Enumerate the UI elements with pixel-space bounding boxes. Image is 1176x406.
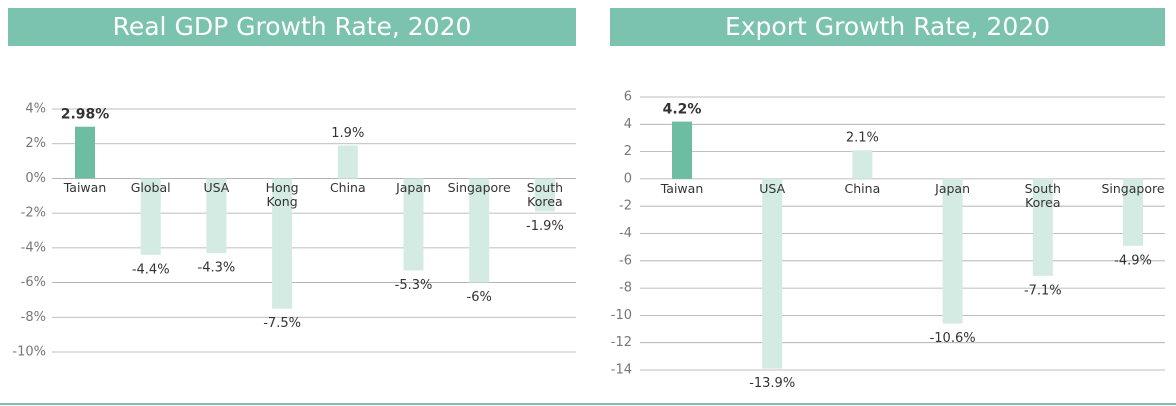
y-tick-label: -10 (611, 308, 632, 323)
bar (672, 121, 692, 179)
title-banner (8, 8, 576, 46)
x-tick-label: USA (759, 180, 786, 196)
value-label: -4.4% (132, 262, 170, 277)
x-tick-label: Japan (396, 180, 431, 196)
x-tick-label: South Korea (526, 180, 564, 210)
y-tick-label: 4% (25, 102, 46, 117)
x-tick-label: Japan (935, 180, 971, 196)
value-label: 2.98% (61, 107, 110, 123)
value-label: -1.9% (526, 219, 564, 234)
bar (534, 178, 555, 212)
y-tick-label: 0 (624, 171, 632, 186)
y-tick-label: -4% (21, 240, 46, 255)
y-tick-label: -8% (21, 310, 46, 325)
bar (469, 178, 490, 283)
y-tick-label: -8 (619, 281, 632, 296)
value-label: 1.9% (331, 126, 364, 141)
value-label: -7.5% (263, 316, 301, 331)
y-tick-label: 4 (624, 117, 632, 132)
value-label: -13.9% (749, 376, 795, 391)
y-tick-label: 0% (25, 171, 46, 186)
bar (403, 178, 424, 271)
bar (75, 126, 95, 179)
y-tick-label: 2% (25, 136, 46, 151)
y-tick-label: -6% (21, 275, 46, 290)
x-tick-label: China (844, 180, 881, 196)
value-label: -4.9% (1114, 253, 1152, 268)
y-tick-label: -14 (611, 363, 632, 378)
bar (1032, 178, 1053, 276)
y-tick-label: -10% (12, 345, 46, 360)
chart-title: Real GDP Growth Rate, 2020 (113, 12, 472, 41)
x-tick-label: Singapore (447, 180, 511, 196)
y-tick-label: -4 (619, 226, 632, 241)
value-label: -6% (467, 290, 492, 305)
y-tick-label: 6 (624, 90, 632, 105)
value-label: -4.3% (198, 261, 236, 276)
x-tick-label: South Korea (1024, 180, 1061, 210)
y-tick-label: -12 (611, 335, 632, 350)
bar (762, 178, 783, 369)
x-tick-label: China (329, 180, 366, 196)
x-tick-label: Hong Kong (265, 180, 299, 210)
value-label: -10.6% (930, 331, 976, 346)
value-label: 2.1% (846, 131, 879, 146)
x-tick-label: Global (130, 180, 171, 196)
bar (272, 178, 293, 309)
bar (140, 178, 161, 255)
value-label: -7.1% (1024, 283, 1062, 298)
bar (852, 150, 873, 179)
y-tick-label: -2 (619, 199, 632, 214)
x-tick-label: USA (203, 180, 230, 196)
bar (206, 178, 227, 254)
value-label: -5.3% (395, 278, 433, 293)
y-tick-label: -2% (21, 206, 46, 221)
bar (942, 178, 963, 324)
value-label: 4.2% (663, 102, 702, 118)
bar (337, 145, 358, 179)
y-tick-label: 2 (624, 144, 632, 159)
title-banner (610, 8, 1165, 46)
chart-title: Export Growth Rate, 2020 (725, 12, 1050, 41)
y-tick-label: -6 (619, 253, 632, 268)
bar (1123, 178, 1143, 246)
x-tick-label: Singapore (1101, 180, 1165, 196)
x-tick-label: Taiwan (660, 180, 704, 196)
x-tick-label: Taiwan (63, 180, 107, 196)
